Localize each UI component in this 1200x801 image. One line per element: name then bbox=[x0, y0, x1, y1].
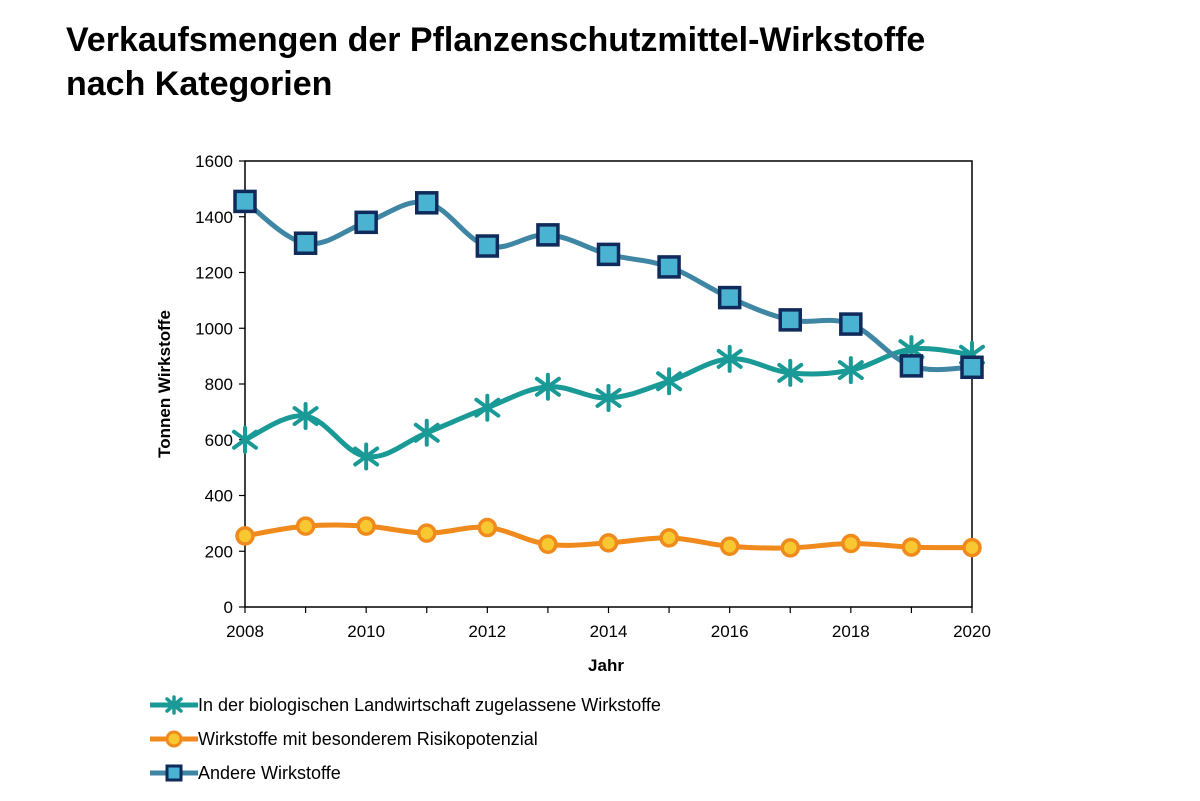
circle-marker-icon bbox=[150, 730, 198, 748]
x-tick-label: 2014 bbox=[590, 622, 628, 641]
data-point-square bbox=[899, 354, 924, 378]
chart-title-line-1: Verkaufsmengen der Pflanzenschutzmittel-… bbox=[66, 21, 926, 59]
y-tick-label: 0 bbox=[224, 598, 233, 617]
data-point-square bbox=[475, 234, 500, 258]
data-point-circle bbox=[417, 523, 437, 543]
y-axis-label: Tonnen Wirkstoffe bbox=[155, 310, 174, 458]
data-point-circle bbox=[598, 533, 619, 553]
data-point-asterisk bbox=[353, 442, 380, 471]
legend: In der biologischen Landwirtschaft zugel… bbox=[150, 688, 661, 790]
data-point-circle bbox=[780, 538, 800, 558]
data-point-square bbox=[839, 312, 863, 336]
data-point-square bbox=[415, 191, 439, 215]
x-axis: 2008 2010 2012 2014 2016 2018 2020 bbox=[226, 607, 991, 641]
x-tick-label: 2018 bbox=[832, 622, 870, 641]
data-point-square bbox=[233, 189, 257, 214]
data-point-circle bbox=[901, 537, 922, 557]
data-point-circle bbox=[477, 517, 498, 538]
series-3 bbox=[233, 189, 984, 380]
data-point-asterisk bbox=[777, 358, 804, 387]
data-point-circle bbox=[356, 516, 376, 536]
series-2 bbox=[235, 516, 982, 558]
x-tick-label: 2020 bbox=[953, 622, 991, 641]
x-axis-label: Jahr bbox=[588, 656, 624, 675]
data-point-asterisk bbox=[474, 393, 501, 422]
data-point-asterisk bbox=[292, 402, 319, 431]
y-axis: 0 200 400 600 800 1000 1200 1400 1600 bbox=[195, 152, 245, 617]
data-point-circle bbox=[719, 536, 740, 556]
series-1 bbox=[232, 335, 985, 471]
data-point-circle bbox=[659, 528, 679, 548]
data-point-asterisk bbox=[413, 418, 440, 447]
legend-item-bio: In der biologischen Landwirtschaft zugel… bbox=[150, 688, 661, 722]
x-tick-label: 2008 bbox=[226, 622, 264, 641]
y-tick-label: 400 bbox=[205, 487, 233, 506]
data-point-asterisk bbox=[595, 383, 622, 412]
data-point-square bbox=[293, 231, 318, 255]
data-point-square bbox=[778, 308, 802, 332]
x-tick-label: 2016 bbox=[711, 622, 749, 641]
x-tick-label: 2010 bbox=[347, 622, 385, 641]
y-tick-label: 800 bbox=[205, 375, 233, 394]
data-point-circle bbox=[841, 533, 861, 554]
asterisk-marker-icon bbox=[150, 695, 198, 715]
data-point-square bbox=[596, 242, 621, 267]
y-tick-label: 1400 bbox=[195, 208, 233, 227]
y-tick-label: 600 bbox=[205, 431, 233, 450]
legend-label-bio: In der biologischen Landwirtschaft zugel… bbox=[198, 694, 661, 715]
data-point-square bbox=[354, 210, 378, 235]
legend-item-risk: Wirkstoffe mit besonderem Risikopotenzia… bbox=[150, 722, 661, 756]
legend-label-andere: Andere Wirkstoffe bbox=[198, 762, 341, 783]
data-point-circle bbox=[235, 526, 255, 546]
y-tick-label: 1600 bbox=[195, 152, 233, 171]
y-tick-label: 1200 bbox=[195, 264, 233, 283]
data-point-circle bbox=[295, 516, 316, 536]
chart-title-line-2: nach Kategorien bbox=[66, 65, 333, 103]
chart-title: Verkaufsmengen der Pflanzenschutzmittel-… bbox=[66, 18, 1166, 106]
data-point-square bbox=[960, 355, 984, 380]
data-point-square bbox=[536, 223, 560, 247]
square-marker-icon bbox=[150, 764, 198, 782]
y-tick-label: 200 bbox=[205, 542, 233, 561]
x-tick-label: 2012 bbox=[468, 622, 506, 641]
data-point-asterisk bbox=[656, 367, 683, 396]
data-point-circle bbox=[962, 537, 982, 558]
data-point-square bbox=[717, 285, 742, 310]
data-point-square bbox=[657, 255, 681, 279]
data-point-asterisk bbox=[716, 344, 743, 373]
series-layer bbox=[232, 189, 985, 558]
data-point-asterisk bbox=[534, 372, 561, 401]
data-point-asterisk bbox=[837, 356, 864, 385]
data-point-circle bbox=[538, 534, 558, 555]
y-tick-label: 1000 bbox=[195, 319, 233, 338]
data-point-asterisk bbox=[232, 425, 258, 454]
legend-label-risk: Wirkstoffe mit besonderem Risikopotenzia… bbox=[198, 728, 538, 749]
legend-item-andere: Andere Wirkstoffe bbox=[150, 756, 661, 790]
